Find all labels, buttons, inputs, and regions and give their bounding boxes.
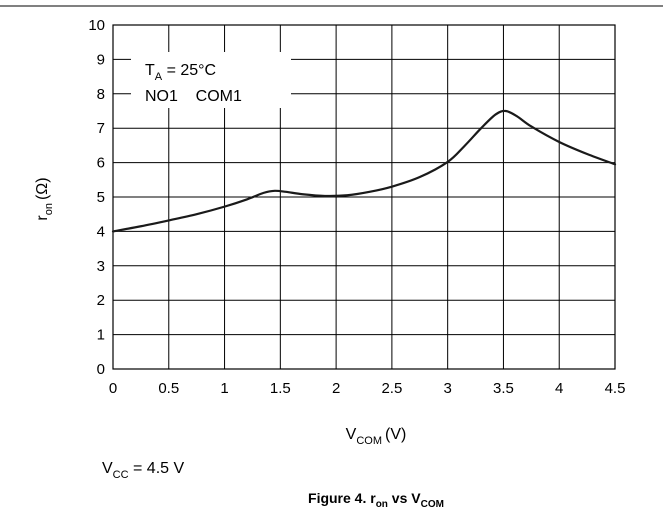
x-tick-label: 2 <box>332 380 340 397</box>
y-tick-label: 1 <box>97 327 105 344</box>
x-tick-label: 4 <box>555 380 563 397</box>
annotation-path-label: NO1 COM1 <box>145 88 242 105</box>
x-tick-label: 1.5 <box>270 380 291 397</box>
plot-frame <box>112 24 616 370</box>
x-tick-label: 4.5 <box>605 380 626 397</box>
y-tick-label: 9 <box>97 51 105 68</box>
x-tick-label: 2.5 <box>381 380 402 397</box>
y-tick-label: 2 <box>97 292 105 309</box>
y-tick-labels: 0 1 2 3 4 5 6 7 8 9 10 <box>88 17 105 378</box>
annotation-condition: TA = 25°C <box>145 62 216 83</box>
y-tick-label: 3 <box>97 258 105 275</box>
x-tick-label: 1 <box>220 380 228 397</box>
x-tick-label: 0 <box>109 380 117 397</box>
vcc-footnote: VCC = 4.5 V <box>102 460 184 481</box>
x-tick-labels: 0 0.5 1 1.5 2 2.5 3 3.5 4 4.5 <box>109 380 626 397</box>
x-axis-label: VCOM (V) <box>346 426 407 447</box>
series-line <box>111 109 617 233</box>
y-tick-label: 0 <box>97 361 105 378</box>
annotation-background <box>131 52 291 108</box>
x-tick-label: 0.5 <box>158 380 179 397</box>
y-tick-label: 8 <box>97 86 105 103</box>
x-tick-label: 3.5 <box>493 380 514 397</box>
y-tick-label: 5 <box>97 189 105 206</box>
y-tick-label: 6 <box>97 155 105 172</box>
x-tick-label: 3 <box>443 380 451 397</box>
y-axis-label: ron(Ω) <box>34 177 55 220</box>
figure-caption: Figure 4. ron vs VCOM <box>308 490 444 510</box>
y-tick-label: 7 <box>97 120 105 137</box>
y-tick-label: 4 <box>97 223 105 240</box>
y-tick-label: 10 <box>88 17 105 34</box>
